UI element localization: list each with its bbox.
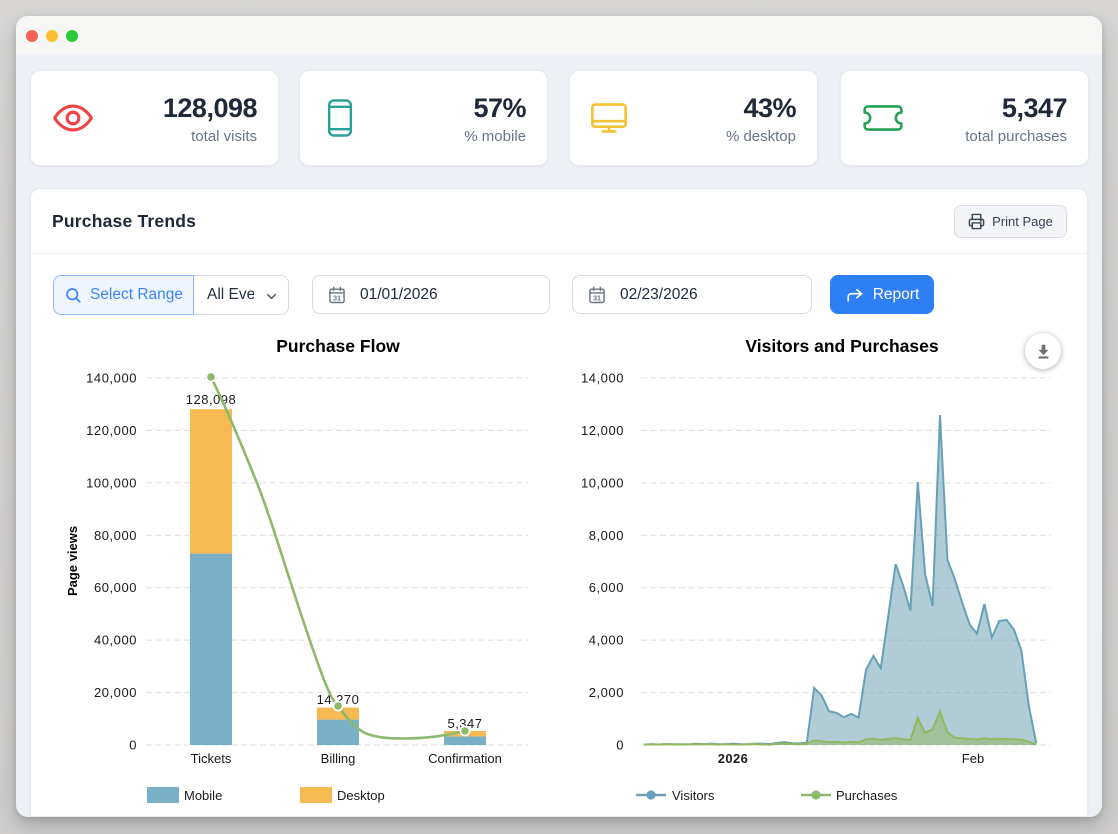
svg-text:31: 31 <box>593 294 601 302</box>
svg-text:31: 31 <box>333 294 341 302</box>
